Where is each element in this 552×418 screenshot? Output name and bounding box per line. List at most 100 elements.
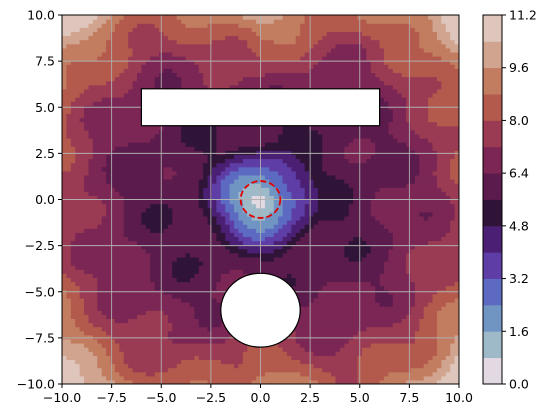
contour-cell (75, 154, 94, 160)
contour-cell (300, 31, 328, 37)
contour-cell (450, 31, 459, 37)
contour-cell (264, 72, 376, 78)
contour-cell (353, 334, 416, 340)
x-tick-label: 0.0 (251, 390, 271, 405)
contour-cell (432, 297, 456, 303)
contour-cell (273, 39, 297, 45)
contour-cell (445, 302, 459, 307)
contour-cell (436, 154, 456, 160)
contour-cell (406, 142, 434, 147)
contour-cell (181, 129, 217, 135)
contour-cell (62, 15, 98, 20)
contour-cell (62, 129, 68, 135)
contour-cell (384, 51, 434, 57)
contour-cell (154, 76, 182, 82)
contour-cell (348, 256, 363, 262)
contour-cell (84, 88, 129, 94)
contour-cell (432, 371, 447, 377)
contour-cell (97, 297, 182, 303)
contour-cell (159, 72, 178, 78)
contour-cell (441, 80, 459, 86)
contour-cell (198, 179, 209, 184)
contour-cell (269, 84, 284, 90)
x-tick-label: −7.5 (96, 390, 126, 405)
contour-cell (62, 146, 76, 151)
contour-cell (384, 97, 407, 102)
contour-cell (353, 191, 376, 196)
contour-cell (136, 72, 160, 78)
contour-cell (247, 211, 270, 217)
contour-cell (185, 23, 209, 28)
contour-cell (242, 76, 381, 82)
contour-cell (123, 375, 257, 381)
contour-cell (392, 113, 407, 119)
contour-cell (84, 297, 98, 303)
contour-cell (114, 318, 129, 324)
contour-cell (62, 215, 103, 221)
contour-cell (304, 195, 319, 201)
contour-cell (384, 265, 407, 270)
contour-cell (97, 195, 125, 201)
contour-cell (450, 47, 459, 53)
contour-cell (291, 236, 301, 242)
contour-cell (229, 162, 288, 168)
contour-cell (128, 39, 178, 45)
contour-cell (194, 273, 222, 278)
contour-cell (278, 138, 323, 143)
contour-cell (282, 224, 292, 229)
contour-cell (322, 56, 367, 61)
contour-cell (406, 261, 459, 266)
contour-cell (70, 302, 85, 307)
contour-cell (428, 15, 442, 20)
contour-cell (322, 162, 420, 168)
contour-cell (436, 367, 451, 373)
contour-cell (106, 375, 125, 381)
contour-cell (225, 207, 235, 213)
contour-cell (454, 215, 459, 221)
contour-cell (84, 269, 151, 274)
contour-cell (348, 158, 367, 164)
contour-cell (62, 293, 68, 299)
contour-cell (326, 170, 420, 176)
colorbar-tick-label: 3.2 (509, 271, 529, 286)
contour-cell (70, 240, 138, 246)
contour-cell (445, 191, 459, 196)
contour-cell (106, 80, 134, 86)
contour-cell (154, 84, 182, 90)
contour-cell (181, 76, 204, 82)
contour-cell (410, 277, 459, 283)
contour-cell (189, 252, 240, 258)
x-axis: −10.0 −7.5 −5.0 −2.5 0.0 2.5 5.0 7.5 10.0 (43, 384, 473, 405)
contour-cell (322, 367, 359, 373)
contour-cell (62, 371, 81, 377)
contour-cell (282, 318, 403, 324)
contour-cell (384, 47, 425, 53)
contour-cell (88, 158, 107, 164)
contour-cell (70, 310, 85, 315)
contour-cell (62, 23, 90, 28)
contour-cell (70, 277, 98, 283)
contour-cell (291, 326, 367, 332)
colorbar-tick-label: 9.6 (509, 60, 529, 75)
contour-cell (119, 19, 182, 24)
contour-cell (106, 179, 200, 184)
contour-cell (194, 306, 226, 311)
contour-cell (410, 248, 459, 254)
contour-cell (366, 51, 385, 57)
contour-cell (317, 199, 354, 205)
contour-cell (62, 359, 76, 365)
contour-cell (97, 27, 116, 32)
contour-cell (66, 80, 107, 86)
contour-cell (145, 207, 173, 213)
contour-cell (84, 125, 165, 131)
contour-cell (181, 297, 217, 303)
contour-cell (322, 158, 350, 164)
contour-cell (62, 60, 72, 65)
contour-cell (282, 236, 292, 242)
contour-cell (375, 146, 412, 151)
contour-cell (88, 347, 107, 352)
contour-cell (198, 64, 315, 69)
contour-cell (203, 211, 213, 217)
contour-cell (106, 314, 138, 319)
contour-cell (62, 27, 81, 32)
